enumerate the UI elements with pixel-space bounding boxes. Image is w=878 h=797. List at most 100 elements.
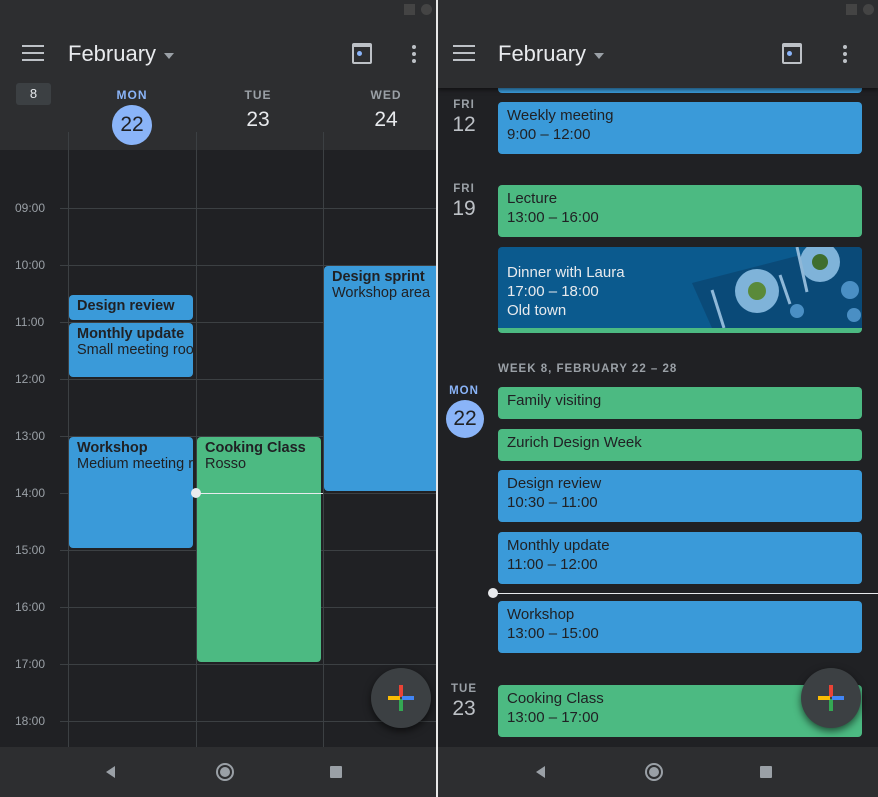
event-title: Dinner with Laura <box>507 264 625 281</box>
day-of-week: MON <box>449 385 479 397</box>
month-selector[interactable]: February <box>68 41 175 67</box>
hour-label: 14:00 <box>15 486 46 500</box>
month-selector[interactable]: February <box>498 41 605 67</box>
event-time: 13:00 – 15:00 <box>507 625 599 642</box>
hour-label: 15:00 <box>15 543 46 557</box>
hour-label: 10:00 <box>15 258 46 272</box>
day-number: 23 <box>452 697 476 720</box>
day-number: 22 <box>446 400 484 438</box>
day-of-week: TUE <box>244 88 272 102</box>
hour-gridline <box>60 436 436 437</box>
week-heading: WEEK 8, FEBRUARY 22 – 28 <box>498 363 678 375</box>
current-time-dot <box>488 588 498 598</box>
current-time-line <box>493 593 878 594</box>
create-event-button[interactable] <box>801 668 861 728</box>
system-nav-bar <box>0 747 436 797</box>
hamburger-icon[interactable] <box>22 45 44 66</box>
hour-gridline <box>60 664 436 665</box>
more-vert-icon[interactable] <box>843 45 847 66</box>
schedule-event-card[interactable]: Weekly meeting 9:00 – 12:00 <box>498 102 862 154</box>
event-title: Cooking Class <box>205 440 306 456</box>
hour-label: 18:00 <box>15 714 46 728</box>
month-label: February <box>498 41 587 66</box>
app-bar: February <box>438 0 878 88</box>
event-title: Design sprint <box>332 269 425 285</box>
day-number: 23 <box>246 108 270 131</box>
status-icons <box>404 4 432 15</box>
schedule-event-card[interactable]: Family visiting <box>498 387 862 419</box>
hour-label: 09:00 <box>15 201 46 215</box>
schedule-view-panel: February FRI 12 FRI 19 WEEK 8, FEBRUARY 22… <box>438 0 878 797</box>
column-divider <box>323 132 324 747</box>
event-title: Workshop <box>507 606 575 623</box>
day-header-tue[interactable]: TUE 23 <box>228 88 288 132</box>
hour-gridline <box>60 322 436 323</box>
day-number: 12 <box>452 113 476 136</box>
schedule-event-card[interactable]: Design review 10:30 – 11:00 <box>498 470 862 522</box>
event-location: Small meeting room <box>77 342 193 358</box>
event-title: Workshop <box>77 440 148 456</box>
column-divider <box>196 132 197 747</box>
hour-gridline <box>60 721 436 722</box>
day-of-week: WED <box>370 88 402 102</box>
system-nav-bar <box>438 747 878 797</box>
schedule-event-card[interactable]: Workshop 13:00 – 15:00 <box>498 601 862 653</box>
day-of-week: FRI <box>453 183 475 195</box>
event-location: Medium meeting room <box>77 456 193 472</box>
column-divider <box>68 132 69 747</box>
event-location: Rosso <box>205 456 247 472</box>
home-icon[interactable] <box>645 763 663 781</box>
event-title: Weekly meeting <box>507 107 614 124</box>
dropdown-caret-icon <box>594 52 605 64</box>
schedule-event-card[interactable]: Dinner with Laura 17:00 – 18:00 Old town <box>498 247 862 333</box>
hour-label: 11:00 <box>15 315 45 329</box>
event-time: 10:30 – 11:00 <box>507 494 598 511</box>
calendar-today-icon[interactable] <box>782 43 802 64</box>
event-title: Monthly update <box>507 537 610 554</box>
hour-label: 13:00 <box>15 429 46 443</box>
hour-gridline <box>60 265 436 266</box>
event-title: Monthly update <box>77 326 185 342</box>
day-number: 19 <box>452 197 476 220</box>
calendar-today-icon[interactable] <box>352 43 372 64</box>
schedule-event-card[interactable]: Monthly update 11:00 – 12:00 <box>498 532 862 584</box>
day-header-mon[interactable]: MON 22 <box>102 88 162 145</box>
schedule-day-label: TUE 23 <box>446 683 482 721</box>
back-icon[interactable] <box>106 766 115 778</box>
hamburger-icon[interactable] <box>453 45 475 66</box>
recents-icon[interactable] <box>330 766 342 778</box>
week-event[interactable]: Design review <box>69 294 193 320</box>
create-event-button[interactable] <box>371 668 431 728</box>
status-icons <box>846 4 874 15</box>
hour-label: 12:00 <box>15 372 46 386</box>
event-time: 13:00 – 16:00 <box>507 209 599 226</box>
week-event[interactable]: Design sprint Workshop area <box>324 266 436 491</box>
hour-label: 17:00 <box>15 657 46 671</box>
schedule-event-card[interactable]: Lecture 13:00 – 16:00 <box>498 185 862 237</box>
day-number: 22 <box>112 105 152 145</box>
back-icon[interactable] <box>536 766 545 778</box>
week-event[interactable]: Cooking Class Rosso <box>197 437 321 662</box>
day-of-week: TUE <box>451 683 477 695</box>
more-vert-icon[interactable] <box>412 45 416 66</box>
dinner-illustration <box>692 247 862 328</box>
month-label: February <box>68 41 157 66</box>
hour-gridline <box>60 379 436 380</box>
day-header-wed[interactable]: WED 24 <box>356 88 416 132</box>
event-title: Family visiting <box>507 392 602 409</box>
event-title: Design review <box>77 297 175 314</box>
event-title: Design review <box>507 475 602 492</box>
schedule-event-card[interactable]: Zurich Design Week <box>498 429 862 461</box>
schedule-day-label: FRI 19 <box>446 183 482 221</box>
home-icon[interactable] <box>216 763 234 781</box>
event-time: 11:00 – 12:00 <box>507 556 598 573</box>
event-title: Zurich Design Week <box>507 434 642 451</box>
event-location: Workshop area <box>332 285 431 301</box>
schedule-day-label: FRI 12 <box>446 99 482 137</box>
event-location: Old town <box>507 302 567 319</box>
day-of-week: MON <box>116 88 148 102</box>
current-time-line <box>196 493 323 494</box>
recents-icon[interactable] <box>760 766 772 778</box>
